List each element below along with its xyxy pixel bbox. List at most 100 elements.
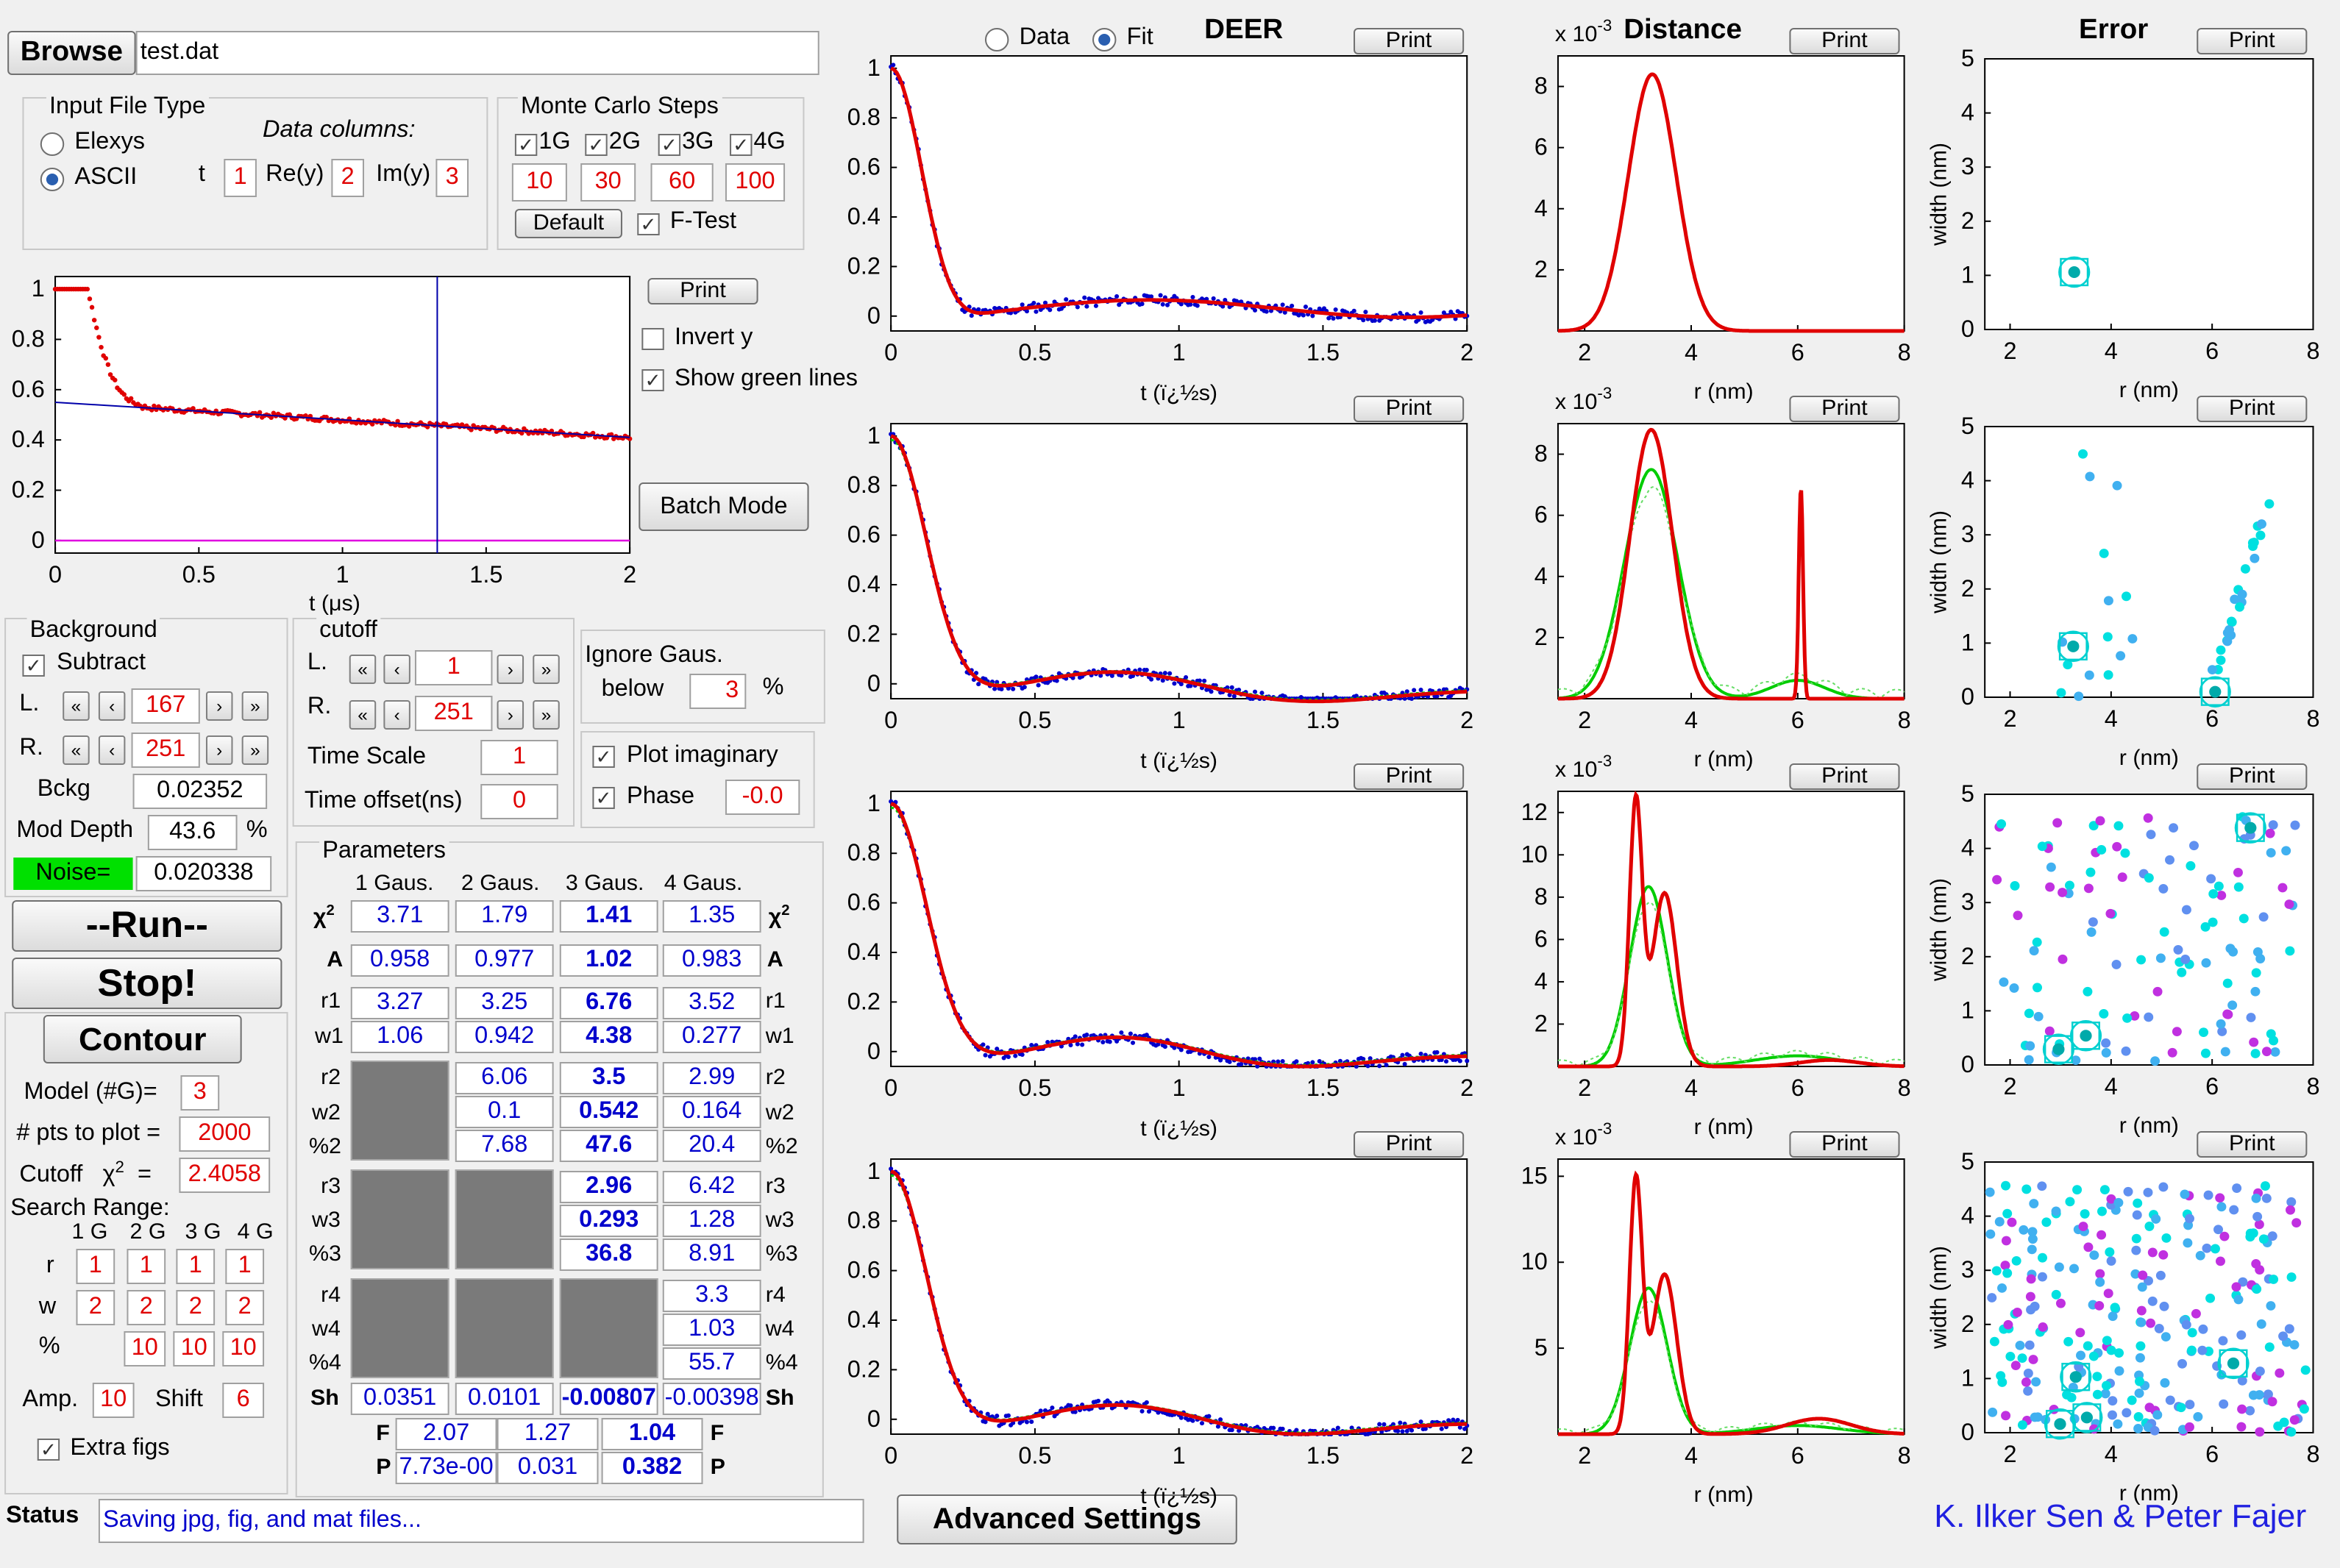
ascii-radio[interactable] (40, 168, 65, 191)
sr-r3-field[interactable]: 1 (176, 1249, 216, 1284)
p3-3g[interactable]: 36.8 (559, 1239, 658, 1271)
ftest-checkbox[interactable]: ✓ (637, 213, 660, 235)
error-print-button-2[interactable]: Print (2197, 396, 2308, 422)
invert-y-checkbox[interactable] (641, 328, 664, 350)
Sh-3g[interactable]: -0.00807 (559, 1383, 658, 1415)
mc-4g-checkbox[interactable]: ✓ (730, 134, 753, 156)
cutoff-chi-field[interactable]: 2.4058 (179, 1158, 271, 1193)
r1-3g[interactable]: 6.76 (559, 987, 658, 1019)
P-2-3[interactable]: 0.031 (497, 1452, 599, 1484)
p4-4g[interactable]: 55.7 (662, 1347, 761, 1380)
sr-p2-field[interactable]: 10 (124, 1331, 166, 1366)
cutoff-R-next-button[interactable]: › (497, 700, 524, 730)
deer-print-button-4[interactable]: Print (1354, 1131, 1465, 1158)
A-2g[interactable]: 0.977 (455, 944, 554, 977)
contour-button[interactable]: Contour (43, 1015, 242, 1063)
r2-2g[interactable]: 6.06 (455, 1062, 554, 1094)
distance-print-button-2[interactable]: Print (1789, 396, 1900, 422)
bg-R-prev-button[interactable]: ‹ (98, 735, 126, 765)
w1-4g[interactable]: 0.277 (662, 1021, 761, 1053)
distance-print-button-3[interactable]: Print (1789, 763, 1900, 790)
ignore-below-field[interactable]: 3 (689, 674, 747, 709)
distance-print-button-4[interactable]: Print (1789, 1131, 1900, 1158)
data-radio[interactable] (984, 28, 1009, 51)
w1-1g[interactable]: 1.06 (350, 1021, 449, 1053)
P-1-2[interactable]: 7.73e-00 (395, 1452, 497, 1484)
fit-radio[interactable] (1092, 28, 1117, 51)
phase-checkbox[interactable]: ✓ (592, 787, 615, 809)
bg-L-last-button[interactable]: » (241, 691, 269, 721)
stop-button[interactable]: Stop! (12, 958, 282, 1009)
t-col-field[interactable]: 1 (224, 159, 257, 197)
Sh-4g[interactable]: -0.00398 (662, 1383, 761, 1415)
mod-depth-field[interactable]: 43.6 (147, 815, 238, 850)
cutoff-L-field[interactable]: 1 (414, 650, 493, 685)
r4-4g[interactable]: 3.3 (662, 1280, 761, 1312)
amp-field[interactable]: 10 (92, 1383, 135, 1418)
subtract-checkbox[interactable]: ✓ (22, 655, 45, 677)
chi2-1g[interactable]: 3.71 (350, 900, 449, 933)
bckg-field[interactable]: 0.02352 (132, 774, 268, 809)
time-scale-field[interactable]: 1 (480, 740, 558, 775)
mc-1g-checkbox[interactable]: ✓ (514, 134, 538, 156)
w3-3g[interactable]: 0.293 (559, 1205, 658, 1237)
p3-4g[interactable]: 8.91 (662, 1239, 761, 1271)
w4-4g[interactable]: 1.03 (662, 1314, 761, 1346)
w2-3g[interactable]: 0.542 (559, 1096, 658, 1128)
filename-field[interactable]: test.dat (135, 31, 819, 75)
extra-figs-checkbox[interactable]: ✓ (37, 1439, 60, 1461)
chi2-4g[interactable]: 1.35 (662, 900, 761, 933)
advanced-settings-button[interactable]: Advanced Settings (897, 1494, 1237, 1544)
bg-R-next-button[interactable]: › (205, 735, 233, 765)
time-offset-field[interactable]: 0 (480, 784, 558, 819)
sr-p4-field[interactable]: 10 (222, 1331, 265, 1366)
p2-3g[interactable]: 47.6 (559, 1130, 658, 1162)
Sh-1g[interactable]: 0.0351 (350, 1383, 449, 1415)
bg-R-first-button[interactable]: « (63, 735, 90, 765)
bg-L-field[interactable]: 167 (131, 688, 200, 724)
cutoff-L-first-button[interactable]: « (349, 655, 377, 684)
sr-p3-field[interactable]: 10 (173, 1331, 216, 1366)
r3-4g[interactable]: 6.42 (662, 1171, 761, 1203)
deer-print-button-1[interactable]: Print (1354, 28, 1465, 54)
model-field[interactable]: 3 (180, 1075, 220, 1111)
mc-3g-checkbox[interactable]: ✓ (658, 134, 681, 156)
green-lines-checkbox[interactable]: ✓ (641, 369, 664, 391)
browse-button[interactable]: Browse (7, 31, 136, 75)
r1-2g[interactable]: 3.25 (455, 987, 554, 1019)
mc-2g-checkbox[interactable]: ✓ (585, 134, 608, 156)
P-3-4[interactable]: 0.382 (601, 1452, 703, 1484)
A-3g[interactable]: 1.02 (559, 944, 658, 977)
sr-r1-field[interactable]: 1 (76, 1249, 115, 1284)
deer-print-button-3[interactable]: Print (1354, 763, 1465, 790)
sr-w1-field[interactable]: 2 (76, 1290, 115, 1325)
A-4g[interactable]: 0.983 (662, 944, 761, 977)
mc-1g-steps[interactable]: 10 (511, 163, 567, 202)
cutoff-R-prev-button[interactable]: ‹ (383, 700, 410, 730)
bg-L-prev-button[interactable]: ‹ (98, 691, 126, 721)
r2-4g[interactable]: 2.99 (662, 1062, 761, 1094)
Sh-2g[interactable]: 0.0101 (455, 1383, 554, 1415)
sr-w2-field[interactable]: 2 (127, 1290, 166, 1325)
cutoff-L-prev-button[interactable]: ‹ (383, 655, 410, 684)
batch-mode-button[interactable]: Batch Mode (639, 482, 809, 531)
error-print-button-1[interactable]: Print (2197, 28, 2308, 54)
phase-field[interactable]: -0.0 (725, 780, 800, 815)
F-1-2[interactable]: 2.07 (395, 1418, 497, 1450)
w3-4g[interactable]: 1.28 (662, 1205, 761, 1237)
error-print-button-3[interactable]: Print (2197, 763, 2308, 790)
p2-2g[interactable]: 7.68 (455, 1130, 554, 1162)
chi2-3g[interactable]: 1.41 (559, 900, 658, 933)
sr-w3-field[interactable]: 2 (176, 1290, 216, 1325)
error-print-button-4[interactable]: Print (2197, 1131, 2308, 1158)
mc-2g-steps[interactable]: 30 (580, 163, 636, 202)
shift-field[interactable]: 6 (222, 1383, 265, 1418)
bg-L-next-button[interactable]: › (205, 691, 233, 721)
r1-1g[interactable]: 3.27 (350, 987, 449, 1019)
im-col-field[interactable]: 3 (435, 159, 469, 197)
A-1g[interactable]: 0.958 (350, 944, 449, 977)
raw-print-button[interactable]: Print (647, 278, 758, 304)
cutoff-R-field[interactable]: 251 (414, 696, 493, 731)
cutoff-R-first-button[interactable]: « (349, 700, 377, 730)
mc-3g-steps[interactable]: 60 (650, 163, 714, 202)
